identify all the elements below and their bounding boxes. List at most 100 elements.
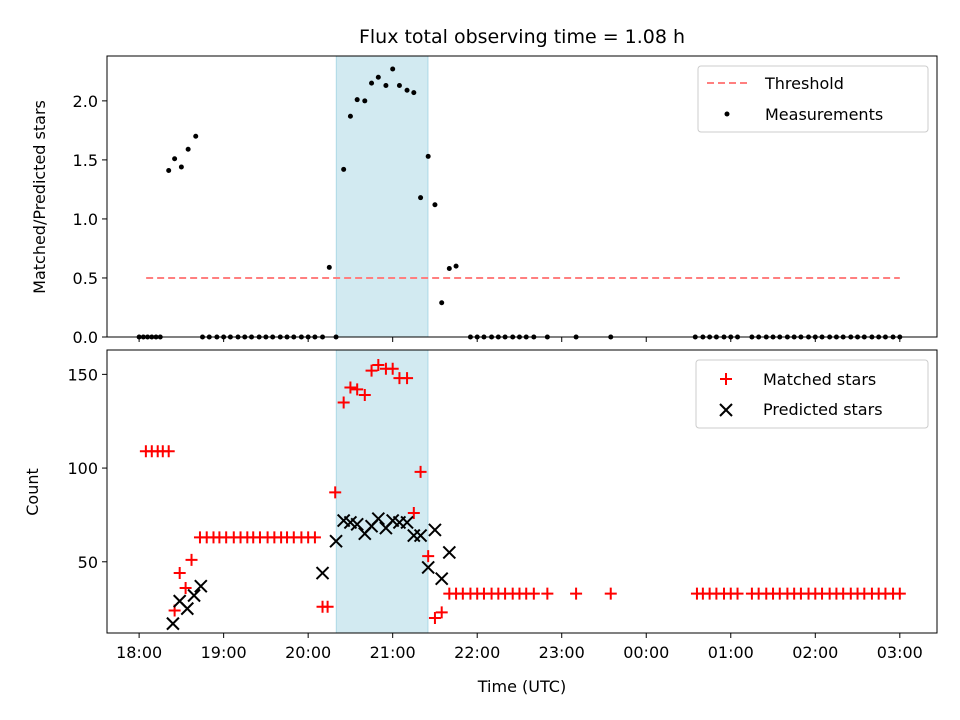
matched-star-point (358, 388, 371, 401)
predicted-star-point (400, 515, 414, 530)
chart-title: Flux total observing time = 1.08 h (359, 26, 685, 48)
matched-star-point (428, 612, 441, 625)
measurement-point (425, 153, 431, 159)
top-ytick-label: 2.0 (73, 92, 98, 111)
bottom-xtick-label: 20:00 (285, 643, 331, 662)
predicted-star-point (413, 528, 428, 543)
measurement-point (193, 133, 199, 139)
bottom-xtick-label: 18:00 (116, 643, 162, 662)
matched-star-point (386, 362, 399, 375)
measurement-point (178, 164, 184, 170)
bottom-ytick-label: 100 (67, 459, 98, 478)
legend-predicted-swatch (719, 403, 733, 417)
bottom-yticks: 50 100 150 (67, 365, 107, 572)
matched-star-point (179, 582, 192, 595)
bottom-xtick-label: 22:00 (454, 643, 500, 662)
matched-star-point (321, 600, 334, 613)
measurement-point (418, 195, 424, 201)
measurement-point (341, 166, 347, 172)
top-legend: Threshold Measurements (697, 65, 929, 133)
bottom-matched-layer (139, 358, 906, 625)
bottom-legend-box (695, 359, 929, 429)
top-yticks: 0.0 0.5 1.0 1.5 2.0 (73, 92, 107, 347)
predicted-star-point (421, 560, 435, 575)
matched-star-point (329, 486, 342, 499)
measurement-point (166, 168, 172, 174)
matched-star-point (344, 381, 357, 394)
matched-star-point (337, 396, 350, 409)
bottom-ylabel: Count (23, 468, 42, 516)
bottom-xtick-label: 01:00 (708, 643, 754, 662)
bottom-legend: Matched stars Predicted stars (695, 359, 929, 429)
top-ytick-label: 1.0 (73, 210, 98, 229)
matched-star-point (435, 606, 448, 619)
legend-matched-swatch (720, 373, 732, 385)
matched-star-point (422, 550, 435, 563)
measurement-point (446, 266, 452, 272)
matched-star-point (162, 445, 175, 458)
measurement-point (453, 263, 459, 269)
matched-star-point (351, 383, 364, 396)
top-ytick-label: 0.0 (73, 328, 98, 347)
matched-star-point (372, 358, 385, 371)
top-legend-box (697, 65, 929, 133)
top-axes-frame (106, 55, 938, 338)
matched-star-point (541, 587, 554, 600)
measurement-point (439, 300, 445, 306)
top-ytick-label: 1.5 (73, 151, 98, 170)
measurement-point (326, 264, 332, 270)
predicted-star-point (442, 545, 457, 560)
bottom-xlabel: Time (UTC) (477, 677, 566, 696)
bottom-xtick-label: 02:00 (792, 643, 838, 662)
matched-star-point (401, 372, 414, 385)
matched-star-point (308, 531, 321, 544)
predicted-star-point (329, 534, 343, 548)
measurement-point (404, 87, 410, 93)
bottom-ytick-label: 150 (67, 365, 98, 384)
matched-star-point (414, 465, 427, 478)
measurement-point (375, 74, 381, 80)
top-ytick-label: 0.5 (73, 269, 98, 288)
predicted-star-point (180, 601, 195, 616)
measurement-point (396, 83, 402, 89)
bottom-axes-frame (106, 349, 938, 634)
top-panel: 0.00.51.01.52.0 Matched/Predicted stars … (30, 55, 938, 347)
measurement-point (383, 83, 389, 89)
bottom-predicted-layer (166, 511, 457, 631)
measurement-point (390, 66, 396, 72)
matched-star-point (731, 587, 744, 600)
measurement-point (172, 156, 178, 162)
legend-measurements-label: Measurements (765, 105, 883, 124)
bottom-xtick-label: 23:00 (539, 643, 585, 662)
predicted-star-point (166, 616, 180, 631)
matched-star-point (570, 587, 583, 600)
top-highlight-layer (335, 55, 429, 338)
predicted-star-point (350, 517, 364, 532)
top-xticks (138, 337, 901, 342)
bottom-xtick-label: 21:00 (370, 643, 416, 662)
matched-star-point (185, 553, 198, 566)
bottom-xtick-label: 19:00 (201, 643, 247, 662)
predicted-star-point (428, 523, 442, 537)
legend-measurements-swatch (724, 111, 730, 117)
matched-star-point (604, 587, 617, 600)
measurement-point (362, 98, 368, 104)
measurement-point (354, 97, 360, 103)
matched-star-point (173, 567, 186, 580)
predicted-star-point (371, 511, 386, 526)
bottom-ytick-label: 50 (78, 553, 98, 572)
predicted-star-point (187, 588, 201, 603)
bottom-xticks: 18:00 19:00 20:00 21:00 22:00 23:00 00:00 01:00… (116, 633, 923, 662)
legend-threshold-label: Threshold (764, 74, 844, 93)
measurement-point (432, 202, 438, 208)
predicted-star-point (194, 579, 208, 593)
measurement-point (185, 146, 191, 152)
bottom-xtick-label: 03:00 (877, 643, 923, 662)
bottom-panel: 50 100 150 18:00 19:00 20:00 21:00 22:00 23:00 0… (23, 349, 938, 696)
legend-predicted-label: Predicted stars (763, 400, 883, 419)
measurement-point (347, 113, 353, 119)
matched-star-point (407, 507, 420, 520)
measurement-point (369, 80, 375, 86)
matched-star-point (365, 364, 378, 377)
